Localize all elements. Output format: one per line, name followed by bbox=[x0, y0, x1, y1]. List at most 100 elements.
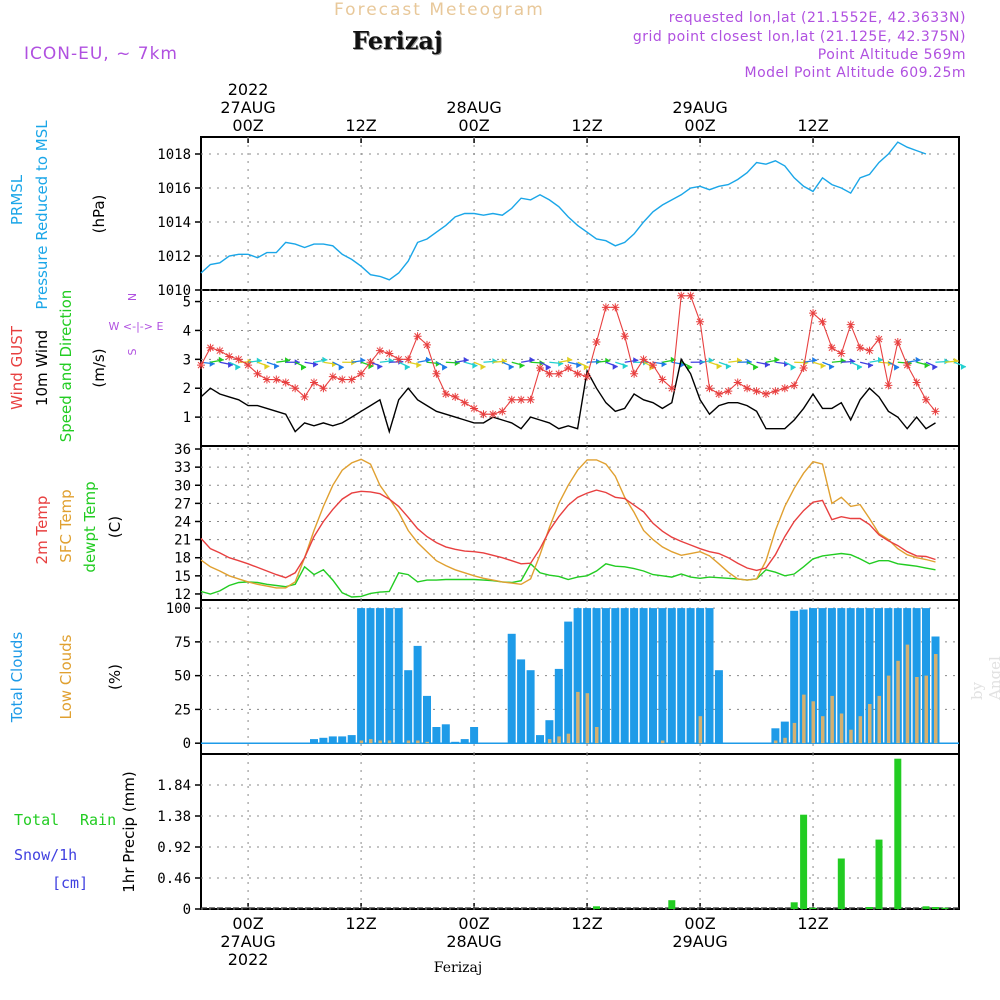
low-clouds-bar bbox=[905, 644, 910, 744]
low-clouds-bar bbox=[896, 660, 900, 744]
bottom-time-label: 28AUG bbox=[446, 932, 501, 951]
total-clouds-bar bbox=[592, 608, 601, 744]
wind-gust-marker bbox=[507, 395, 516, 404]
low-clouds-bar bbox=[868, 704, 872, 744]
low-clouds-bar bbox=[595, 727, 599, 744]
total-clouds-bar bbox=[658, 608, 667, 744]
total-clouds-bar bbox=[432, 727, 441, 744]
precip-legend-unit: [cm] bbox=[52, 874, 88, 892]
wind-gust-marker bbox=[761, 390, 770, 398]
wind-gust-marker bbox=[244, 361, 253, 370]
point-altitude: Point Altitude 569m bbox=[817, 47, 966, 63]
wind-gust-marker bbox=[583, 372, 592, 381]
wind-direction-arrowhead bbox=[894, 364, 900, 371]
wind-direction-arrowhead bbox=[480, 364, 486, 370]
temperature-ytick-label: 36 bbox=[174, 442, 191, 458]
wind-gust-marker bbox=[573, 369, 582, 378]
wind-gust-marker bbox=[592, 338, 601, 346]
low-clouds-bar bbox=[792, 722, 797, 744]
wind-direction-arrowhead bbox=[687, 364, 693, 371]
low-clouds-bar bbox=[547, 739, 552, 744]
total-clouds-bar bbox=[912, 608, 921, 744]
precip-ytick-label: 0.92 bbox=[157, 840, 191, 856]
top-time-label: 28AUG bbox=[446, 98, 501, 117]
wind-gust-marker bbox=[347, 375, 356, 384]
axis-labels: PRMSL Pressure Reduced to MSL (hPa) Wind GU… bbox=[8, 120, 163, 893]
bottom-time-label: 12Z bbox=[345, 914, 376, 933]
wind-ytick-label: 3 bbox=[183, 352, 191, 368]
low-clouds-bar bbox=[802, 694, 806, 744]
pressure-frame bbox=[200, 136, 960, 291]
total-clouds-bar bbox=[404, 670, 413, 744]
wind-gust-marker bbox=[291, 384, 300, 393]
total-clouds-bar bbox=[357, 608, 366, 744]
wind-gust-marker bbox=[903, 361, 912, 370]
total-clouds-bar bbox=[611, 608, 620, 744]
wind-direction-arrowhead bbox=[774, 356, 780, 363]
top-time-label: 27AUG bbox=[220, 98, 275, 117]
wind-gust-marker bbox=[535, 364, 544, 372]
wind-direction-arrowhead bbox=[492, 358, 498, 365]
total-clouds-bar bbox=[319, 737, 328, 744]
wind-direction-arrowhead bbox=[643, 359, 649, 366]
wind-gust-marker bbox=[780, 384, 789, 393]
total-clouds-bar bbox=[620, 608, 629, 744]
wind-gust-marker bbox=[771, 387, 780, 396]
wind-gust-marker bbox=[309, 378, 318, 387]
grid-lines bbox=[201, 137, 959, 910]
wind-gust-marker bbox=[366, 358, 375, 367]
wind-gust-marker bbox=[799, 364, 808, 372]
precip-legend-snow: Snow/1h bbox=[14, 846, 77, 864]
wind-gust-marker bbox=[300, 392, 309, 401]
top-time-label: 00Z bbox=[232, 116, 263, 135]
wind-direction-arrowhead bbox=[812, 357, 818, 364]
pressure-axis-unit: (hPa) bbox=[90, 195, 108, 234]
wind-direction-arrowhead bbox=[426, 356, 431, 363]
wind-gust-marker bbox=[564, 364, 573, 372]
low-clouds-bar bbox=[576, 691, 580, 744]
low-clouds-bar bbox=[877, 695, 881, 744]
rain-bar bbox=[922, 906, 930, 909]
wind-direction-arrowhead bbox=[567, 356, 573, 363]
top-time-label: 12Z bbox=[797, 116, 828, 135]
wind-direction-arrowhead bbox=[878, 356, 883, 363]
rain-bar bbox=[837, 858, 845, 909]
temperature-ytick-label: 21 bbox=[174, 533, 191, 549]
low-clouds-bar bbox=[924, 675, 928, 744]
wind-direction-arrowhead bbox=[649, 364, 655, 371]
wind-gust-marker bbox=[724, 387, 733, 396]
wind-direction-arrowhead bbox=[218, 356, 224, 363]
wind-gust-marker bbox=[422, 340, 431, 349]
wind-direction-arrowhead bbox=[404, 364, 410, 371]
total-clouds-bar bbox=[545, 720, 554, 744]
gridpoint-coords: grid point closest lon,lat (21.125E, 42.… bbox=[632, 29, 966, 45]
wind-gust-marker bbox=[752, 387, 761, 396]
low-clouds-bar bbox=[416, 740, 420, 744]
low-clouds-bar bbox=[660, 740, 665, 744]
wind-gust-marker bbox=[225, 352, 234, 361]
total-clouds-bar bbox=[385, 608, 394, 744]
wind-gust-marker bbox=[272, 375, 281, 384]
panel-frames bbox=[195, 136, 960, 910]
precip-legend-rain: Rain bbox=[80, 811, 116, 829]
temperature-ytick-label: 18 bbox=[174, 551, 191, 567]
total-clouds-bar bbox=[856, 608, 865, 744]
low-clouds-bar bbox=[849, 729, 853, 744]
total-clouds-bar bbox=[347, 735, 356, 744]
chart-marks bbox=[197, 142, 967, 909]
pressure-axis-title: PRMSL bbox=[8, 174, 26, 225]
model-label: ICON-EU, ~ 7km bbox=[24, 44, 178, 64]
wind-gust-marker bbox=[611, 303, 620, 312]
total-clouds-bar bbox=[573, 608, 582, 744]
compass-west-east: W <-|-> E bbox=[109, 320, 164, 333]
footer-location: Ferizaj bbox=[434, 960, 482, 976]
wind-gust-marker bbox=[931, 407, 940, 416]
rain-bar bbox=[866, 907, 873, 909]
total-clouds-bar bbox=[517, 659, 526, 744]
wind-gust-marker bbox=[470, 404, 479, 413]
low-clouds-bar bbox=[783, 737, 787, 744]
wind-direction-arrowhead bbox=[725, 363, 731, 370]
wind-direction-arrowhead bbox=[274, 363, 280, 370]
precip-ytick-label: 0.46 bbox=[157, 871, 191, 887]
low-clouds-bar bbox=[698, 716, 703, 744]
